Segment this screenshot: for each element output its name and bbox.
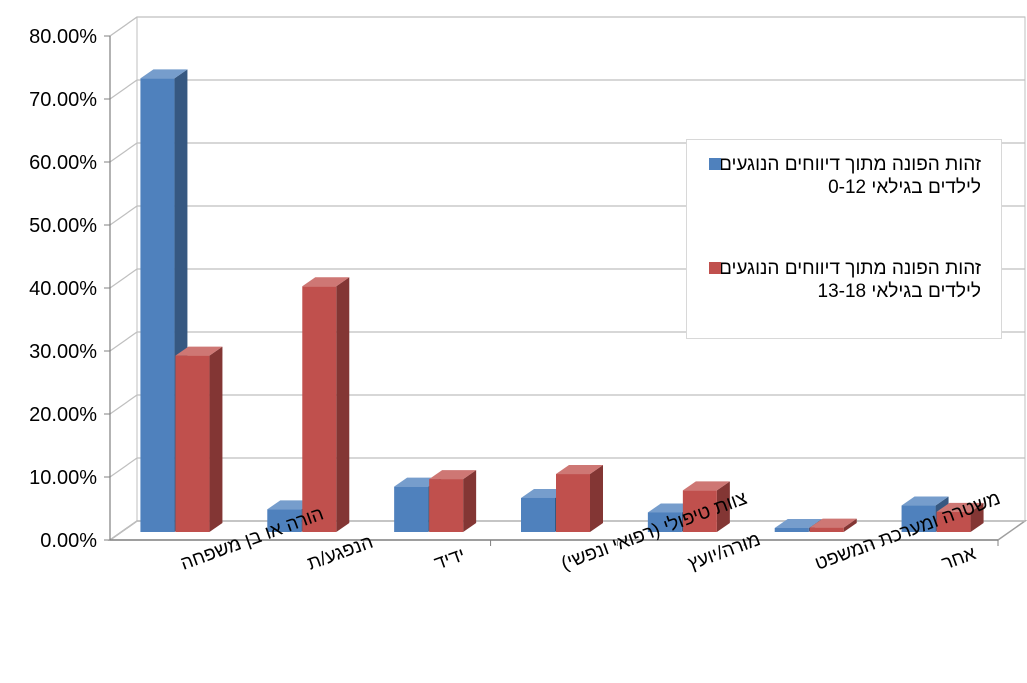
bar-side xyxy=(843,518,857,532)
gridline xyxy=(109,394,1025,415)
bar-front xyxy=(901,505,936,532)
y-tick-label: 70.00% xyxy=(29,89,97,111)
bar-side xyxy=(590,465,603,532)
legend-swatch-blue xyxy=(709,158,721,170)
bar-front xyxy=(429,479,464,532)
bar-top xyxy=(175,346,223,356)
legend-label: זהות הפונה מתוך דיווחים הנוגעים לילדים ב… xyxy=(718,258,981,302)
y-tick-label: 30.00% xyxy=(29,341,97,363)
gridline xyxy=(109,16,1025,37)
legend: זהות הפונה מתוך דיווחים הנוגעים לילדים ב… xyxy=(686,139,1002,339)
x-tick-label: ידיד xyxy=(432,544,468,574)
bar-red xyxy=(682,481,730,532)
gridline xyxy=(109,457,1025,478)
bar-red xyxy=(809,518,857,532)
bar-top xyxy=(429,470,477,480)
bar-top xyxy=(809,518,857,528)
bar-side xyxy=(716,481,730,532)
bar-top xyxy=(936,502,984,512)
bar-side xyxy=(463,470,477,532)
bar-front xyxy=(936,511,971,532)
y-tick-label: 20.00% xyxy=(29,404,97,426)
bar-front xyxy=(302,286,337,532)
bar-top xyxy=(556,465,603,475)
bar-top xyxy=(140,69,188,79)
bar-front xyxy=(647,512,682,532)
bar-red xyxy=(429,470,477,532)
bar-top xyxy=(302,277,350,287)
bar-top xyxy=(901,496,949,506)
bar-side xyxy=(970,502,984,532)
bar-front xyxy=(809,527,844,532)
bar-front xyxy=(140,78,175,533)
y-tick-label: 10.00% xyxy=(29,467,97,489)
legend-item-13-18: זהות הפונה מתוך דיווחים הנוגעים לילדים ב… xyxy=(701,257,991,303)
bar-front xyxy=(394,486,429,532)
legend-item-0-12: זהות הפונה מתוך דיווחים הנוגעים לילדים ב… xyxy=(701,153,991,199)
bar-front xyxy=(175,355,210,532)
bar-top xyxy=(682,481,730,491)
bar-side xyxy=(336,277,350,532)
bar-front xyxy=(556,474,590,532)
bar-front xyxy=(774,528,809,532)
bar-side xyxy=(209,346,223,532)
x-tick-label: הנפגע/ת xyxy=(305,532,376,575)
bar-red xyxy=(302,277,350,532)
y-tick-label: 80.00% xyxy=(29,26,97,48)
x-tick-label: אחר xyxy=(939,543,979,575)
bar-front xyxy=(267,509,302,532)
bar-red xyxy=(175,346,223,532)
x-tick-label: מורה/יועץ xyxy=(685,529,763,575)
y-axis-ticks: 0.00% 10.00% 20.00% 30.00% 40.00% 50.00% 60.00… xyxy=(29,26,97,552)
bar-front xyxy=(682,490,717,532)
gridline xyxy=(109,79,1025,100)
legend-label: זהות הפונה מתוך דיווחים הנוגעים לילדים ב… xyxy=(718,154,981,198)
y-tick-label: 60.00% xyxy=(29,152,97,174)
y-tick-label: 40.00% xyxy=(29,278,97,300)
bar-red xyxy=(936,502,984,532)
bar-top xyxy=(774,519,822,528)
y-tick-label: 0.00% xyxy=(40,530,97,552)
bars xyxy=(140,69,984,533)
bar-front xyxy=(521,497,555,532)
legend-swatch-red xyxy=(709,262,721,274)
y-tick-label: 50.00% xyxy=(29,215,97,237)
bar-red xyxy=(556,465,603,532)
